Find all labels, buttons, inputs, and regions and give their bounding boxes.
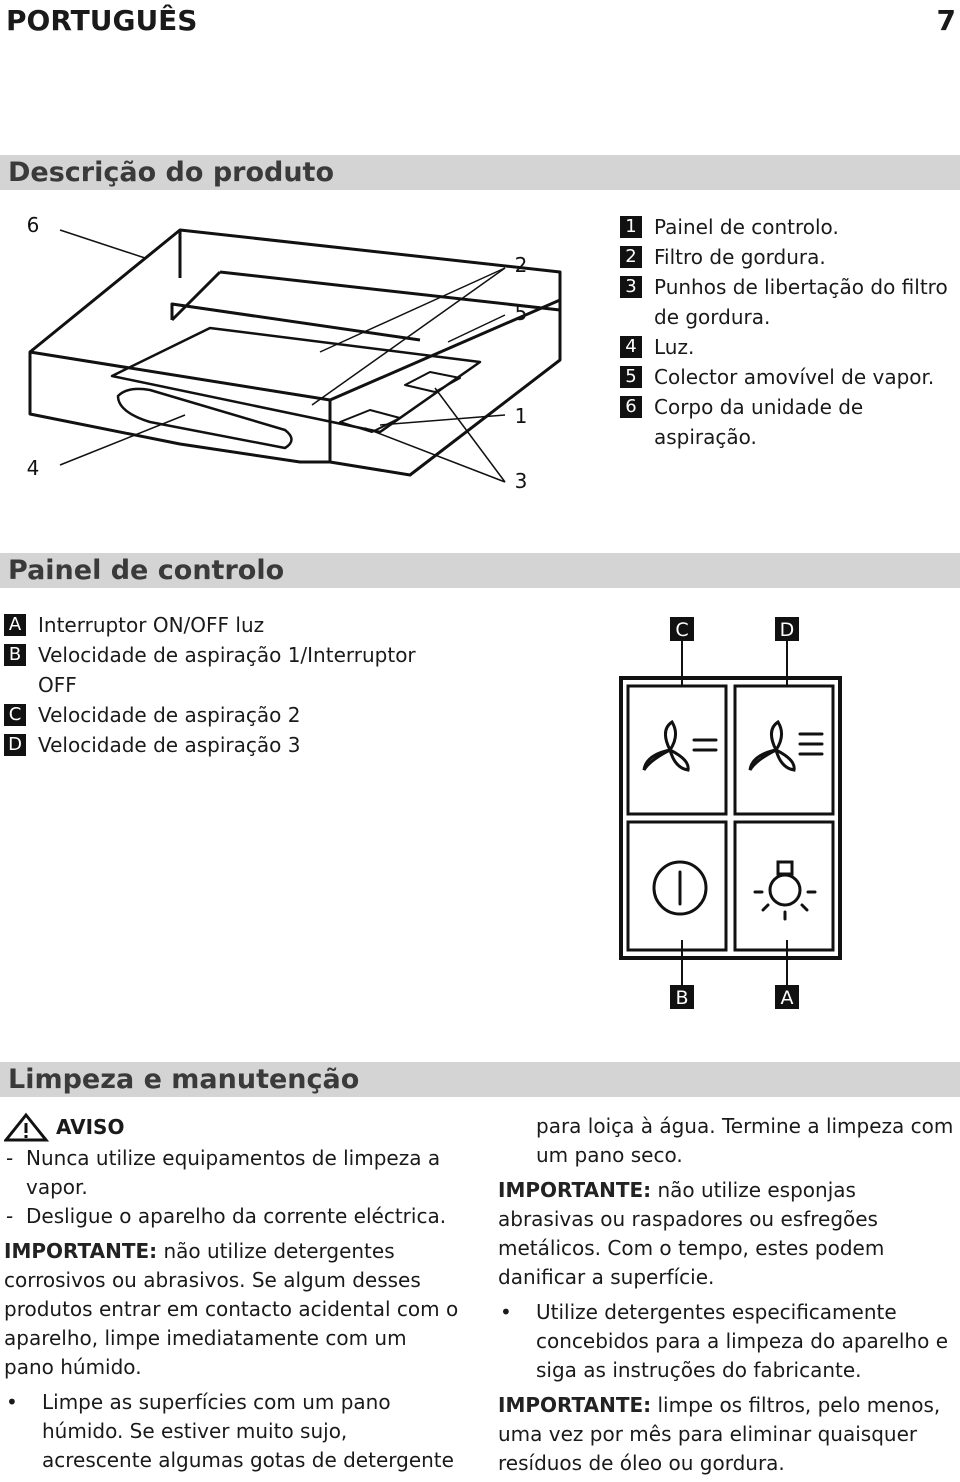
warning: AVISO xyxy=(4,1112,462,1142)
bullet-item: Utilize detergentes especificamente conc… xyxy=(498,1298,956,1385)
panel-label-box xyxy=(670,985,694,1009)
callout: 3 xyxy=(515,469,528,493)
callout: 4 xyxy=(27,456,40,480)
panel-label: D xyxy=(780,619,795,641)
section-title: Descrição do produto xyxy=(8,157,335,188)
control-item: C Velocidade de aspiração 2 xyxy=(4,700,454,730)
callout: 5 xyxy=(515,301,528,325)
part-key: 1 xyxy=(620,216,642,238)
warning-item: Nunca utilize equipamentos de limpeza a … xyxy=(4,1144,462,1202)
part-list: 1 Painel de controlo. 2 Filtro de gordura.… xyxy=(620,212,955,452)
part-key: 6 xyxy=(620,396,642,418)
callout: 1 xyxy=(515,404,528,428)
section-title: Painel de controlo xyxy=(8,555,285,586)
panel-label: C xyxy=(675,619,688,641)
hood-diagram: 6 2 5 1 4 3 xyxy=(27,213,562,493)
section-bar: Painel de controlo xyxy=(0,553,960,588)
control-key: A xyxy=(4,614,26,636)
panel-diagram: C D B A xyxy=(619,617,842,1009)
callout: 2 xyxy=(515,253,528,277)
callout: 6 xyxy=(27,213,40,237)
section-bar: Limpeza e manutenção xyxy=(0,1062,960,1097)
cleaning-text: AVISO Nunca utilize equipamentos de limp… xyxy=(4,1112,956,1480)
panel-label-box xyxy=(775,617,799,641)
part-item: 5 Colector amovível de vapor. xyxy=(620,362,955,392)
page-number: 7 xyxy=(936,4,956,37)
control-text: Velocidade de aspiração 3 xyxy=(38,733,301,757)
important-label: IMPORTANTE: xyxy=(498,1178,652,1202)
control-key: B xyxy=(4,644,26,666)
warning-icon xyxy=(4,1112,50,1142)
control-item: A Interruptor ON/OFF luz xyxy=(4,610,454,640)
part-text: Punhos de libertação do filtro de gordur… xyxy=(654,275,948,329)
part-item: 3 Punhos de libertação do filtro de gordu… xyxy=(620,272,955,332)
part-text: Colector amovível de vapor. xyxy=(654,365,935,389)
section-bar: Descrição do produto xyxy=(0,155,960,190)
control-item: D Velocidade de aspiração 3 xyxy=(4,730,454,760)
control-text: Velocidade de aspiração 2 xyxy=(38,703,301,727)
warning-label: AVISO xyxy=(56,1114,125,1139)
warning-item: Desligue o aparelho da corrente eléctric… xyxy=(4,1202,462,1231)
language: PORTUGUÊS xyxy=(6,4,198,37)
part-text: Corpo da unidade de aspiração. xyxy=(654,395,864,449)
part-key: 5 xyxy=(620,366,642,388)
important-note: IMPORTANTE: não utilize esponjas abrasiv… xyxy=(498,1176,956,1292)
part-text: Painel de controlo. xyxy=(654,215,839,239)
part-key: 4 xyxy=(620,336,642,358)
important-label: IMPORTANTE: xyxy=(4,1239,158,1263)
control-key: C xyxy=(4,704,26,726)
panel-label: A xyxy=(781,987,794,1009)
panel-label: B xyxy=(675,987,688,1009)
part-key: 3 xyxy=(620,276,642,298)
control-item: B Velocidade de aspiração 1/Interruptor O… xyxy=(4,640,454,700)
control-text: Interruptor ON/OFF luz xyxy=(38,613,265,637)
part-item: 4 Luz. xyxy=(620,332,955,362)
important-note: IMPORTANTE: limpe os filtros, pelo menos… xyxy=(498,1391,956,1478)
part-item: 2 Filtro de gordura. xyxy=(620,242,955,272)
panel-label-box xyxy=(670,617,694,641)
control-text: Velocidade de aspiração 1/Interruptor OF… xyxy=(38,643,416,697)
important-note: IMPORTANTE: não utilize detergentes corr… xyxy=(4,1237,462,1382)
section-title: Limpeza e manutenção xyxy=(8,1064,360,1095)
important-label: IMPORTANTE: xyxy=(498,1393,652,1417)
panel-label-box xyxy=(775,985,799,1009)
important-text: não utilize esponjas abrasivas ou raspad… xyxy=(498,1178,885,1289)
part-item: 6 Corpo da unidade de aspiração. xyxy=(620,392,955,452)
part-text: Luz. xyxy=(654,335,695,359)
part-key: 2 xyxy=(620,246,642,268)
important-text: limpe os filtros, pelo menos, uma vez po… xyxy=(498,1393,941,1475)
bullet-item: Limpe as superfícies com um pano húmido.… xyxy=(4,1112,956,1480)
control-list: A Interruptor ON/OFF luz B Velocidade de a… xyxy=(4,610,454,760)
part-item: 1 Painel de controlo. xyxy=(620,212,955,242)
part-text: Filtro de gordura. xyxy=(654,245,826,269)
important-text: não utilize detergentes corrosivos ou ab… xyxy=(4,1239,459,1379)
control-key: D xyxy=(4,734,26,756)
